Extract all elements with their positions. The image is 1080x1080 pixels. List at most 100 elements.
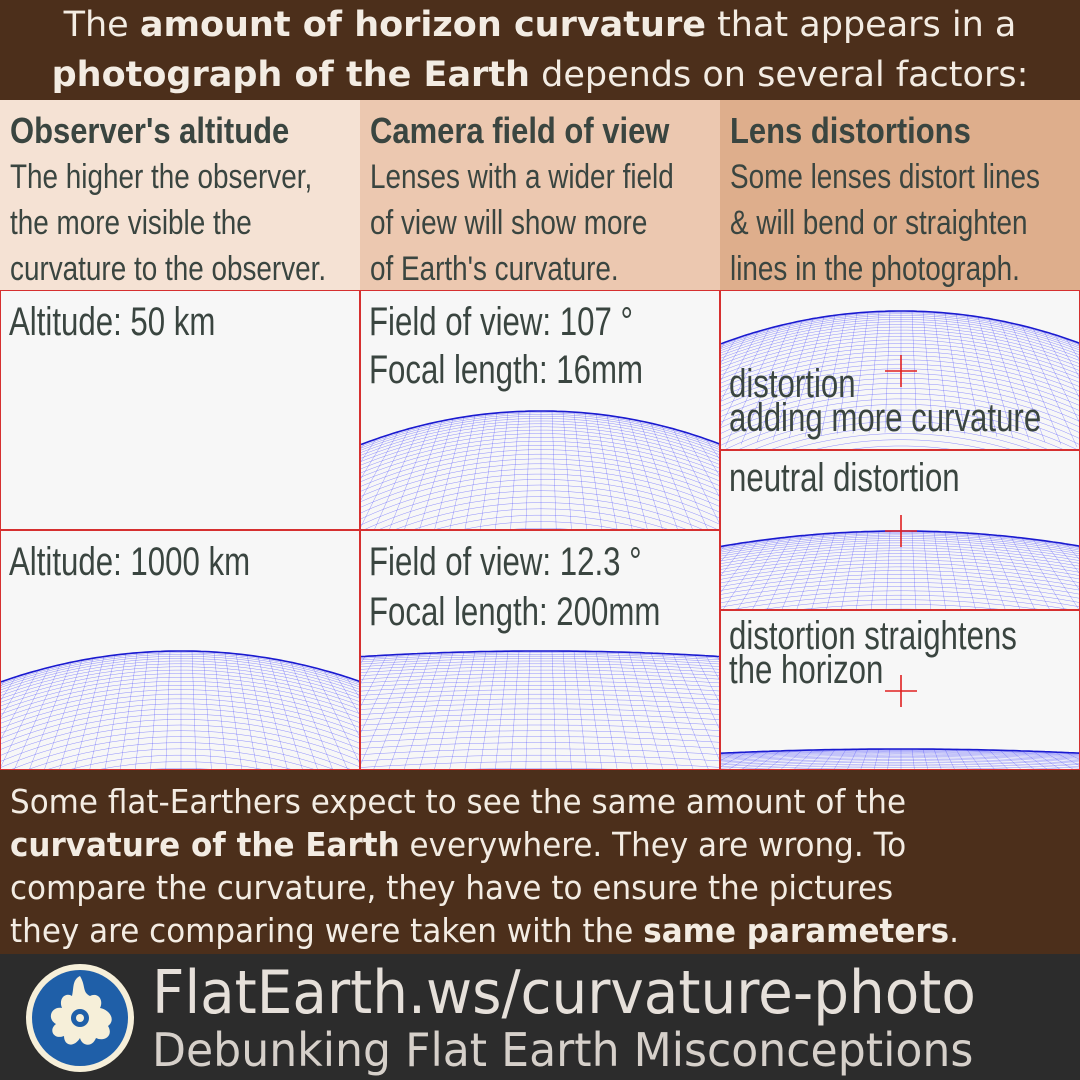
grid-radial	[361, 438, 377, 462]
column-description: Lenses with a wider field of view will s…	[370, 158, 674, 288]
grid-arc	[71, 754, 291, 769]
grid-radial	[1021, 750, 1048, 769]
grid-radial	[1043, 751, 1074, 769]
column-fov-header: Camera field of view Lenses with a wider…	[360, 100, 720, 290]
grid-radial	[419, 652, 454, 769]
grid-radial	[361, 654, 388, 707]
grid-radial	[361, 654, 399, 733]
grid-arc	[1, 663, 359, 696]
grid-arc	[721, 586, 1079, 604]
grid-radial	[361, 431, 399, 501]
grid-arc	[1, 724, 359, 762]
grid-arc	[1, 669, 359, 703]
grid-radial	[977, 316, 1014, 439]
grid-radial	[595, 413, 618, 529]
grid-radial	[1032, 328, 1079, 423]
grid-radial	[705, 438, 719, 459]
grid-radial	[551, 411, 557, 529]
grid-radial	[639, 652, 679, 769]
grid-radial	[885, 531, 891, 609]
grid-radial	[966, 533, 991, 609]
earth-grid-illustration	[721, 515, 1079, 609]
grid-lines	[361, 650, 719, 769]
grid-radial	[873, 749, 880, 769]
footer-text: everywhere. They are wrong. To	[399, 825, 907, 864]
grid-radial	[104, 653, 127, 769]
grid-radial	[740, 322, 792, 445]
grid-radial	[860, 749, 869, 769]
grid-radial	[1054, 334, 1079, 377]
grid-radial	[1043, 331, 1079, 398]
grid-radial	[944, 749, 955, 769]
grid-radial	[1065, 752, 1079, 760]
grid-arc	[361, 473, 719, 514]
grid-arc	[361, 468, 719, 508]
grid-radial	[479, 412, 498, 529]
grid-radial	[1, 667, 50, 767]
grid-radial	[584, 651, 603, 769]
grid-radial	[628, 652, 663, 769]
grid-radial	[639, 420, 678, 529]
grid-arc	[1, 654, 359, 686]
grid-radial	[988, 749, 1008, 769]
grid-arc	[721, 570, 1079, 587]
grid-arc	[361, 433, 719, 470]
column-description: Some lenses distort lines & will bend or…	[730, 158, 1040, 288]
grid-radial	[683, 431, 719, 497]
grid-radial	[617, 651, 648, 769]
grid-radial	[373, 653, 421, 769]
grid-radial	[562, 411, 572, 529]
grid-radial	[479, 651, 498, 769]
grid-arc	[361, 449, 719, 487]
grid-radial	[944, 312, 966, 435]
grid-radial	[756, 320, 803, 443]
grid-radial	[495, 651, 509, 769]
grid-radial	[999, 750, 1022, 769]
grid-radial	[1021, 325, 1078, 448]
grid-radial	[279, 660, 318, 769]
grid-radial	[807, 749, 825, 769]
grid-radial	[650, 423, 693, 529]
grid-radial	[721, 543, 737, 562]
grid-radial	[361, 435, 388, 479]
panel-altitude-50: Altitude: 50 km	[0, 290, 360, 530]
grid-radial	[1, 680, 6, 687]
grid-arc	[721, 559, 1079, 577]
grid-radial	[794, 749, 814, 769]
grid-radial	[606, 651, 633, 769]
grid-radial	[361, 653, 410, 765]
column-title: Lens distortions	[730, 110, 971, 151]
grid-arc	[721, 556, 1079, 573]
grid-radial	[119, 652, 138, 769]
grid-arc	[721, 317, 1079, 351]
grid-arc	[1, 693, 359, 729]
earth-grid-illustration	[361, 650, 719, 769]
grid-arc	[361, 426, 719, 462]
grid-radial	[752, 536, 792, 609]
grid-radial	[89, 654, 116, 769]
grid-radial	[922, 749, 929, 769]
grid-radial	[495, 412, 509, 529]
grid-radial	[724, 325, 781, 448]
grid-radial	[841, 531, 858, 609]
grid-radial	[135, 651, 149, 769]
crosshair-icon	[885, 515, 917, 547]
grid-radial	[767, 750, 792, 769]
grid-radial	[551, 650, 557, 769]
grid-radial	[955, 532, 976, 609]
panel-label: Focal length: 200mm	[369, 590, 661, 634]
earth-grid-illustration	[721, 310, 1079, 449]
grid-radial	[246, 654, 273, 769]
panel-distortion-neutral: neutral distortion	[720, 450, 1080, 610]
grid-radial	[999, 535, 1035, 609]
grid-radial	[213, 651, 227, 769]
grid-radial	[1054, 751, 1079, 766]
grid-radial	[796, 533, 825, 609]
grid-arc	[361, 685, 719, 692]
horizon-line	[1, 650, 359, 683]
column-altitude-header: Observer's altitude The higher the obser…	[0, 100, 360, 290]
grid-radial	[911, 311, 918, 433]
grid-radial	[911, 748, 915, 769]
grid-arc	[361, 761, 719, 768]
panel-altitude-1000: Altitude: 1000 km	[0, 530, 360, 770]
